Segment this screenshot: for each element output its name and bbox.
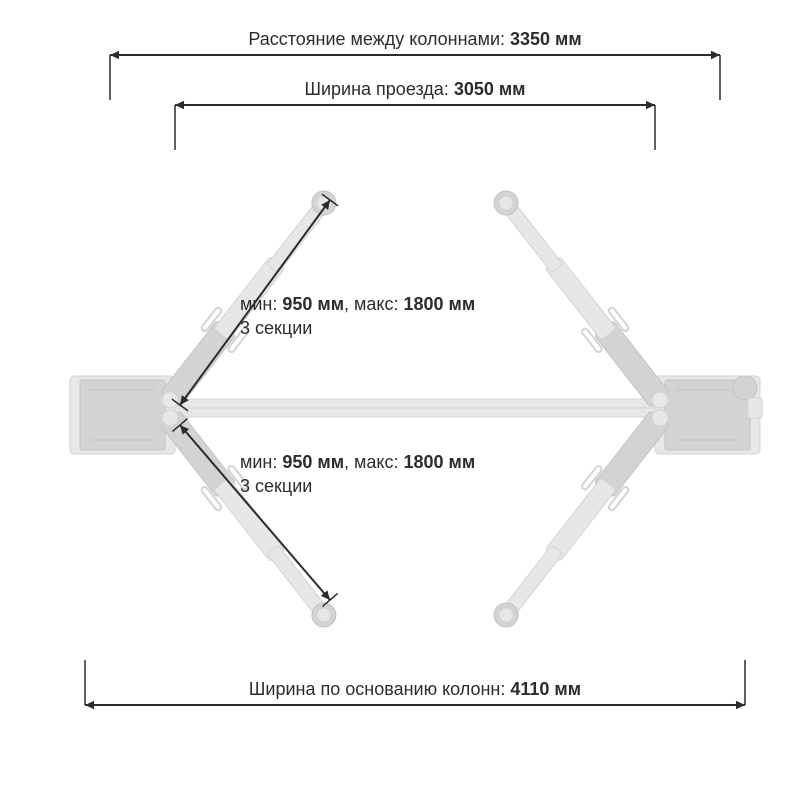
- dim-arm-bottom-label: мин: 950 мм, макс: 1800 мм3 секции: [240, 452, 475, 496]
- lift-arm-1: [149, 399, 347, 636]
- right-column: [655, 376, 762, 454]
- dim-base-width-label: Ширина по основанию колонн: 4110 мм: [249, 679, 581, 699]
- equipment-layer: [70, 181, 762, 637]
- dim-column-distance-label: Расстояние между колоннами: 3350 мм: [248, 29, 581, 49]
- dim-drive-width-label: Ширина проезда: 3050 мм: [304, 79, 525, 99]
- left-column: [70, 376, 175, 454]
- lift-arm-3: [483, 399, 681, 636]
- motor-unit: [733, 376, 757, 400]
- lift-arm-2: [483, 181, 681, 418]
- dim-arm-top-label: мин: 950 мм, макс: 1800 мм3 секции: [240, 294, 475, 338]
